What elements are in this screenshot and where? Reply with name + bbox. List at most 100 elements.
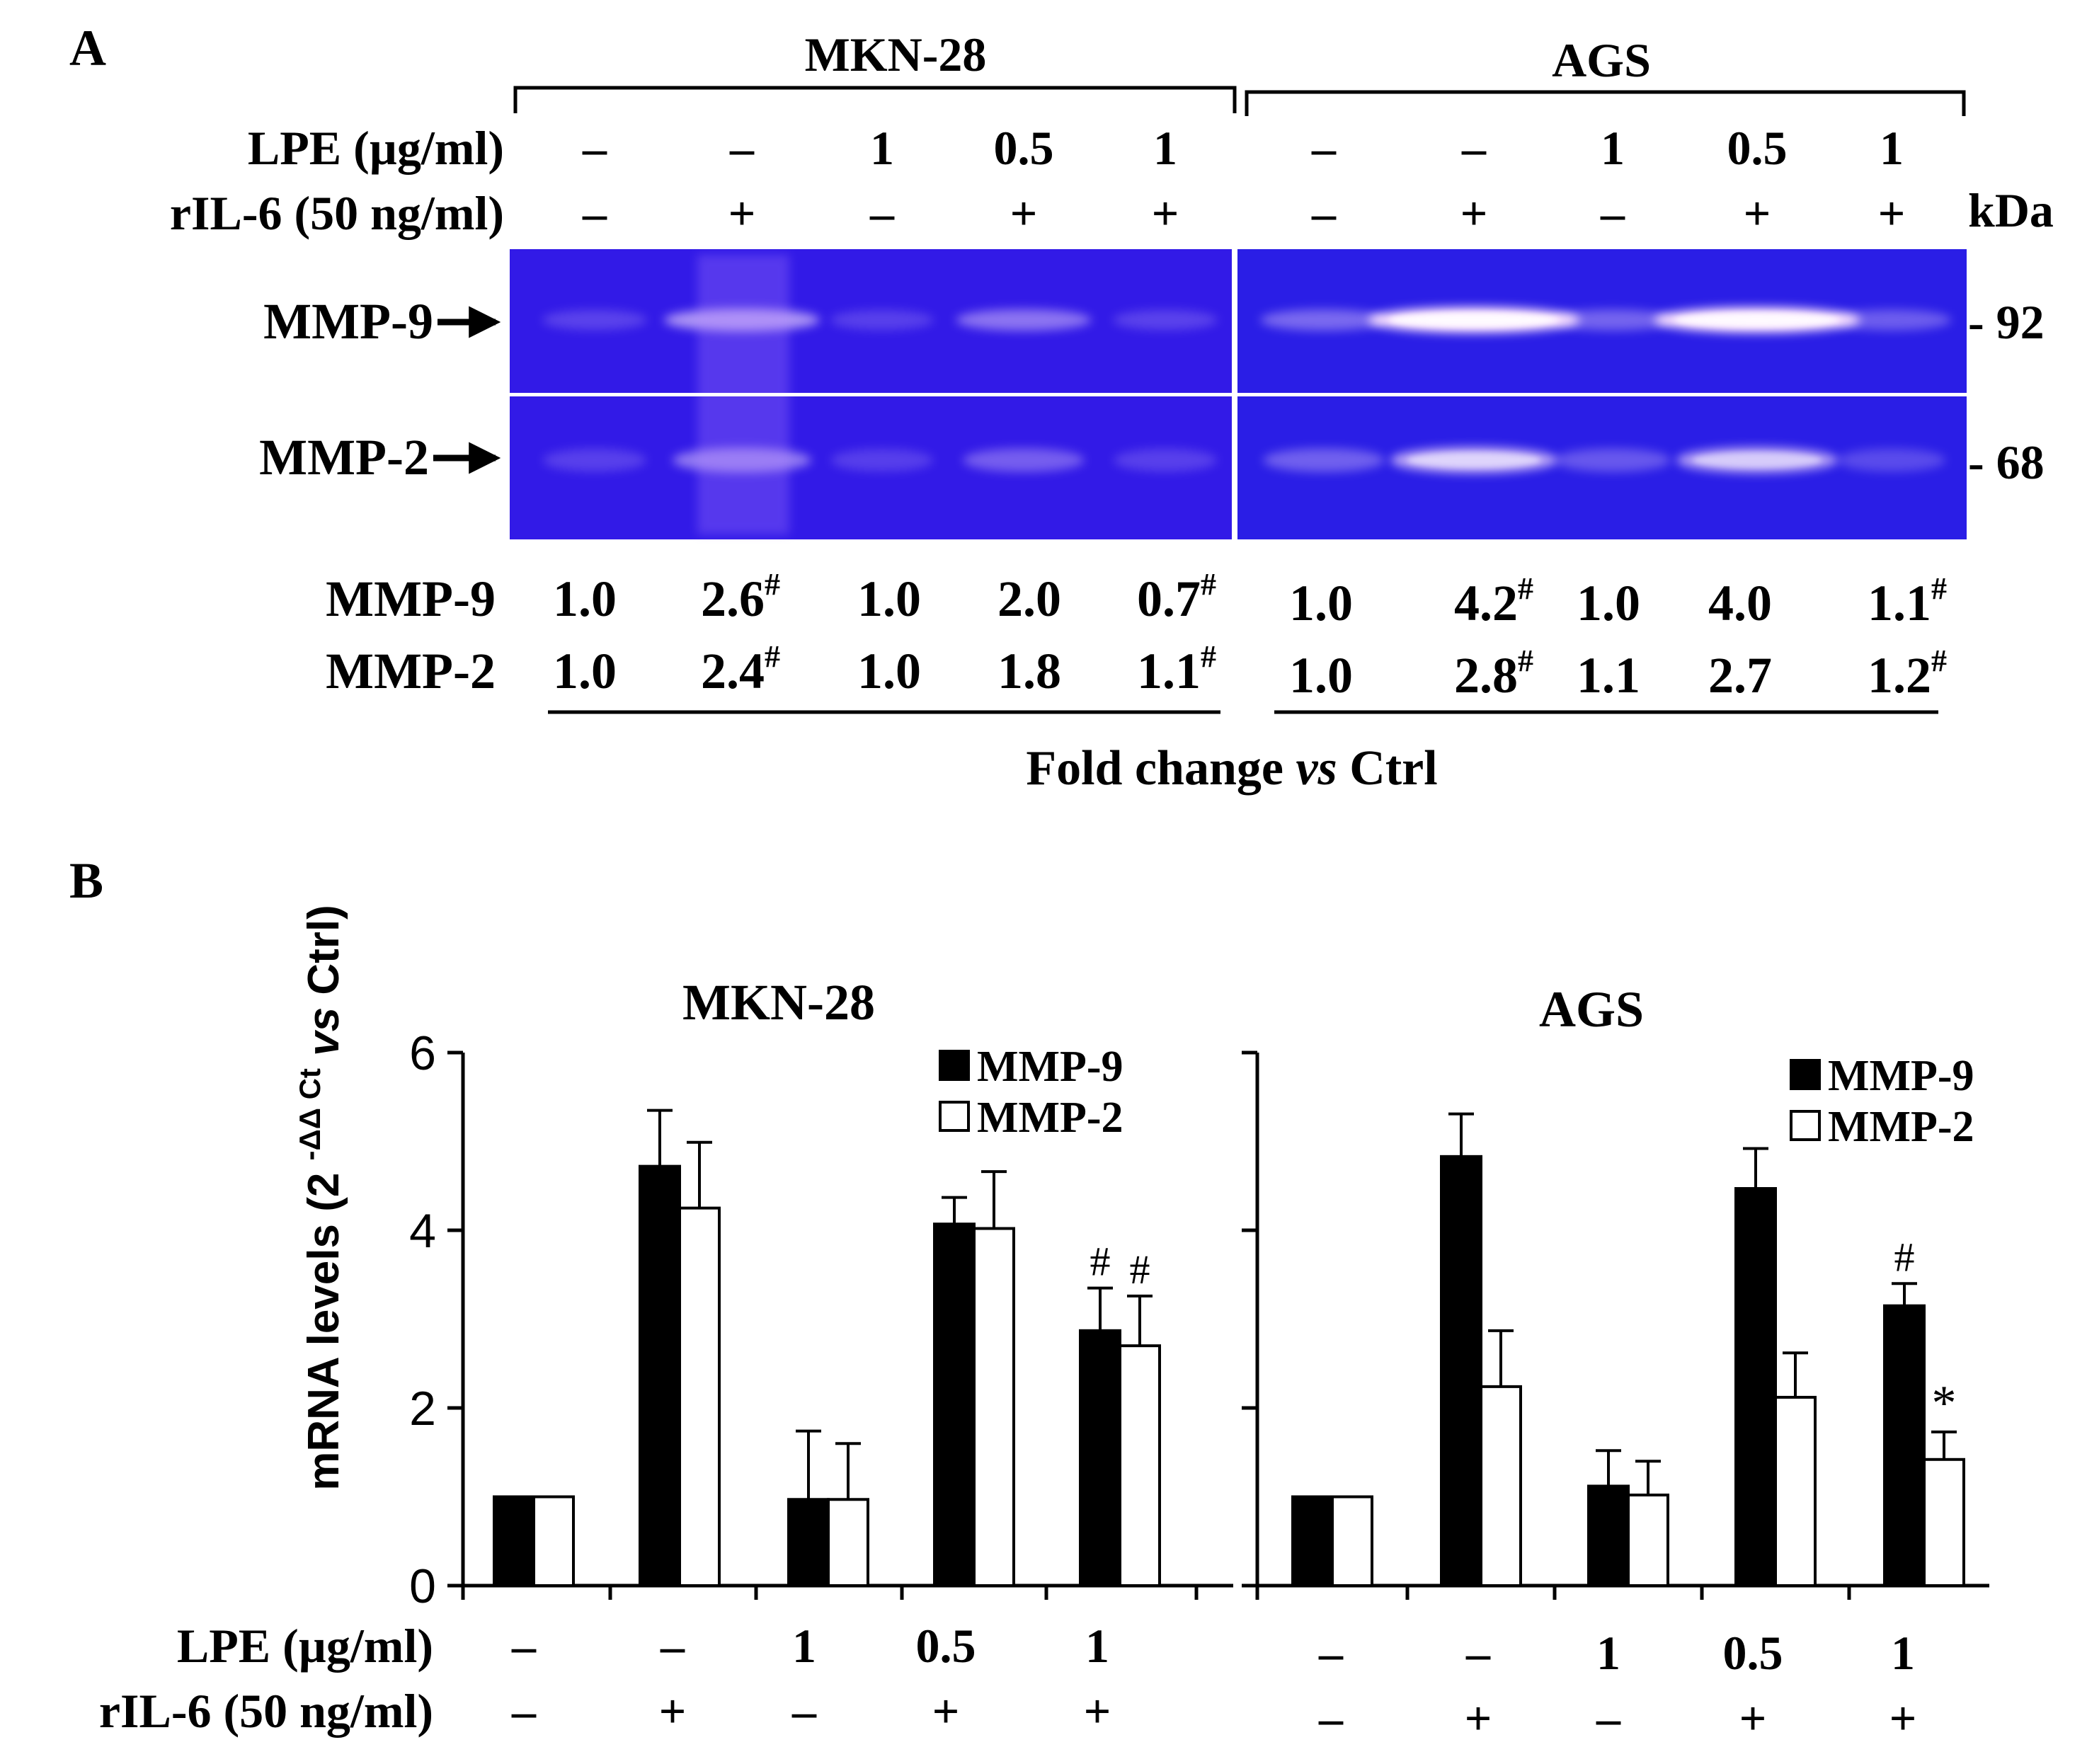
b-lpe-value-mkn-3: 0.5 [916, 1619, 976, 1673]
bar-mmp-9-1 [639, 1164, 681, 1587]
ril6-value-ags-3: + [1744, 186, 1771, 240]
band-mmp2-mkn-3 [963, 448, 1085, 472]
legend-swatch-mmp-2 [1790, 1110, 1821, 1141]
band-mmp2-ags-4 [1837, 448, 1946, 472]
fold-value-mmp-2-ags-1: 2.8# [1454, 643, 1533, 704]
fold-row-label-mmp-2: MMP-2 [326, 643, 496, 699]
bar-mmp-9-3 [1734, 1187, 1777, 1587]
chart-title: AGS [1539, 981, 1644, 1038]
fold-value-mmp-9-mkn-3: 2.0 [997, 571, 1061, 627]
ril6-value-mkn-3: + [1010, 186, 1038, 240]
b-ril6-value-mkn-2: – [791, 1684, 817, 1738]
lpe-value-mkn-1: – [729, 121, 755, 175]
ril6-value-ags-0: – [1311, 186, 1337, 240]
y-tick-label-4: 4 [409, 1204, 436, 1258]
lpe-value-ags-2: 1 [1601, 121, 1625, 175]
bar-mmp-9-2 [787, 1498, 830, 1587]
legend-swatch-mmp-2 [939, 1101, 970, 1132]
band-mmp9-ags-4 [1831, 309, 1952, 331]
lpe-value-ags-0: – [1311, 121, 1337, 175]
y-tick-label-2: 2 [409, 1382, 436, 1436]
lpe-value-mkn-3: 0.5 [994, 121, 1054, 175]
fold-value-mmp-9-ags-4: 1.1# [1868, 571, 1947, 631]
zymography-gel [510, 249, 1967, 539]
bar-mmp-9-0 [493, 1495, 535, 1587]
lpe-value-ags-3: 0.5 [1727, 121, 1788, 175]
band-label-mmp9: MMP-9 [263, 293, 433, 350]
b-lpe-value-mkn-2: 1 [792, 1619, 816, 1673]
lpe-row-label: LPE (µg/ml) [248, 121, 504, 175]
y-tick-label-6: 6 [409, 1026, 436, 1080]
bar-mmp-9-0 [1291, 1495, 1334, 1587]
fold-value-mmp-2-ags-2: 1.1 [1577, 647, 1640, 704]
b-ril6-value-mkn-0: – [511, 1684, 537, 1738]
b-lpe-value-ags-1: – [1465, 1626, 1491, 1680]
bracket-ags [1245, 90, 1966, 116]
ril6-row-label: rIL-6 (50 ng/ml) [170, 186, 504, 240]
bar-mmp-9-1 [1440, 1155, 1482, 1587]
lpe-value-ags-1: – [1461, 121, 1487, 175]
fold-change-table: MMP-9 1.0 2.6# 1.0 2.0 0.7# 1.0 4.2# 1.0 4.0 1.1# M… [326, 567, 1947, 704]
fold-value-mmp-2-mkn-4: 1.1# [1137, 639, 1216, 699]
b-ril6-row-label: rIL-6 (50 ng/ml) [99, 1684, 433, 1738]
fold-value-mmp-9-mkn-1: 2.6# [701, 567, 780, 627]
bar-mmp-2-2 [827, 1498, 869, 1587]
bar-mmp-2-0 [532, 1495, 575, 1587]
fold-value-mmp-2-ags-0: 1.0 [1289, 647, 1353, 704]
b-ril6-value-mkn-3: + [932, 1684, 960, 1738]
treatment-values: – – – +1 – 0.5 +1 + – – – +1 – 0.5 +1 + [582, 121, 1905, 240]
legend-label-mmp-2: MMP-2 [977, 1094, 1123, 1142]
kda-label: kDa [1968, 183, 2054, 237]
band-mmp9-mkn-3 [956, 309, 1092, 331]
fold-value-mmp-2-mkn-0: 1.0 [553, 643, 617, 699]
fold-value-mmp-9-mkn-0: 1.0 [553, 571, 617, 627]
gel-separator-horizontal [510, 393, 1967, 396]
group-header-ags: AGS [1552, 33, 1651, 87]
lpe-value-ags-4: 1 [1880, 121, 1904, 175]
fold-change-caption: Fold change vs Ctrl [1026, 741, 1437, 796]
fold-value-mmp-2-mkn-1: 2.4# [701, 639, 780, 699]
group-header-mkn28: MKN-28 [805, 28, 987, 81]
band-core-mmp9-ags-3 [1674, 313, 1840, 327]
bar-mmp-2-4 [1119, 1344, 1161, 1588]
bracket-mkn28 [513, 86, 1237, 113]
lpe-value-mkn-2: 1 [870, 121, 894, 175]
bar-mmp-2-0 [1331, 1495, 1373, 1587]
fold-value-mmp-9-mkn-4: 0.7# [1137, 567, 1216, 627]
ril6-value-ags-1: + [1460, 186, 1488, 240]
fold-value-mmp-9-mkn-2: 1.0 [857, 571, 921, 627]
b-ril6-value-ags-4: + [1889, 1691, 1917, 1745]
bar-mmp-9-2 [1587, 1484, 1630, 1587]
ril6-value-ags-4: + [1878, 186, 1906, 240]
annotation-mmp-9-4: # [1894, 1234, 1915, 1280]
fold-value-mmp-2-ags-3: 2.7 [1708, 647, 1772, 704]
band-mmp9-ags-0 [1260, 309, 1388, 331]
band-label-mmp2: MMP-2 [259, 429, 429, 486]
b-lpe-value-ags-0: – [1318, 1626, 1344, 1680]
legend-label-mmp-9: MMP-9 [1828, 1052, 1974, 1100]
fold-value-mmp-9-ags-0: 1.0 [1289, 575, 1353, 631]
band-mmp9-mkn-0 [542, 309, 647, 331]
chart-title: MKN-28 [682, 974, 875, 1031]
b-lpe-value-mkn-1: – [660, 1619, 685, 1673]
band-mmp2-mkn-2 [830, 448, 934, 472]
b-ril6-value-mkn-1: + [659, 1684, 687, 1738]
legend-label-mmp-2: MMP-2 [1828, 1103, 1974, 1151]
fold-value-mmp-2-mkn-3: 1.8 [997, 643, 1061, 699]
annotation-mmp-9-4: # [1090, 1239, 1111, 1285]
fold-row-label-mmp-9: MMP-9 [326, 571, 496, 627]
b-lpe-value-ags-2: 1 [1596, 1626, 1620, 1680]
marker-92: - 92 [1968, 295, 2045, 349]
lpe-value-mkn-0: – [582, 121, 607, 175]
b-ril6-value-ags-3: + [1739, 1691, 1767, 1745]
bar-mmp-2-1 [1480, 1385, 1522, 1587]
fold-value-mmp-2-mkn-2: 1.0 [857, 643, 921, 699]
b-ril6-value-ags-2: – [1596, 1691, 1621, 1745]
ril6-value-mkn-4: + [1152, 186, 1179, 240]
legend-label-mmp-9: MMP-9 [977, 1043, 1123, 1091]
ril6-value-mkn-0: – [582, 186, 607, 240]
ril6-value-mkn-2: – [869, 186, 895, 240]
